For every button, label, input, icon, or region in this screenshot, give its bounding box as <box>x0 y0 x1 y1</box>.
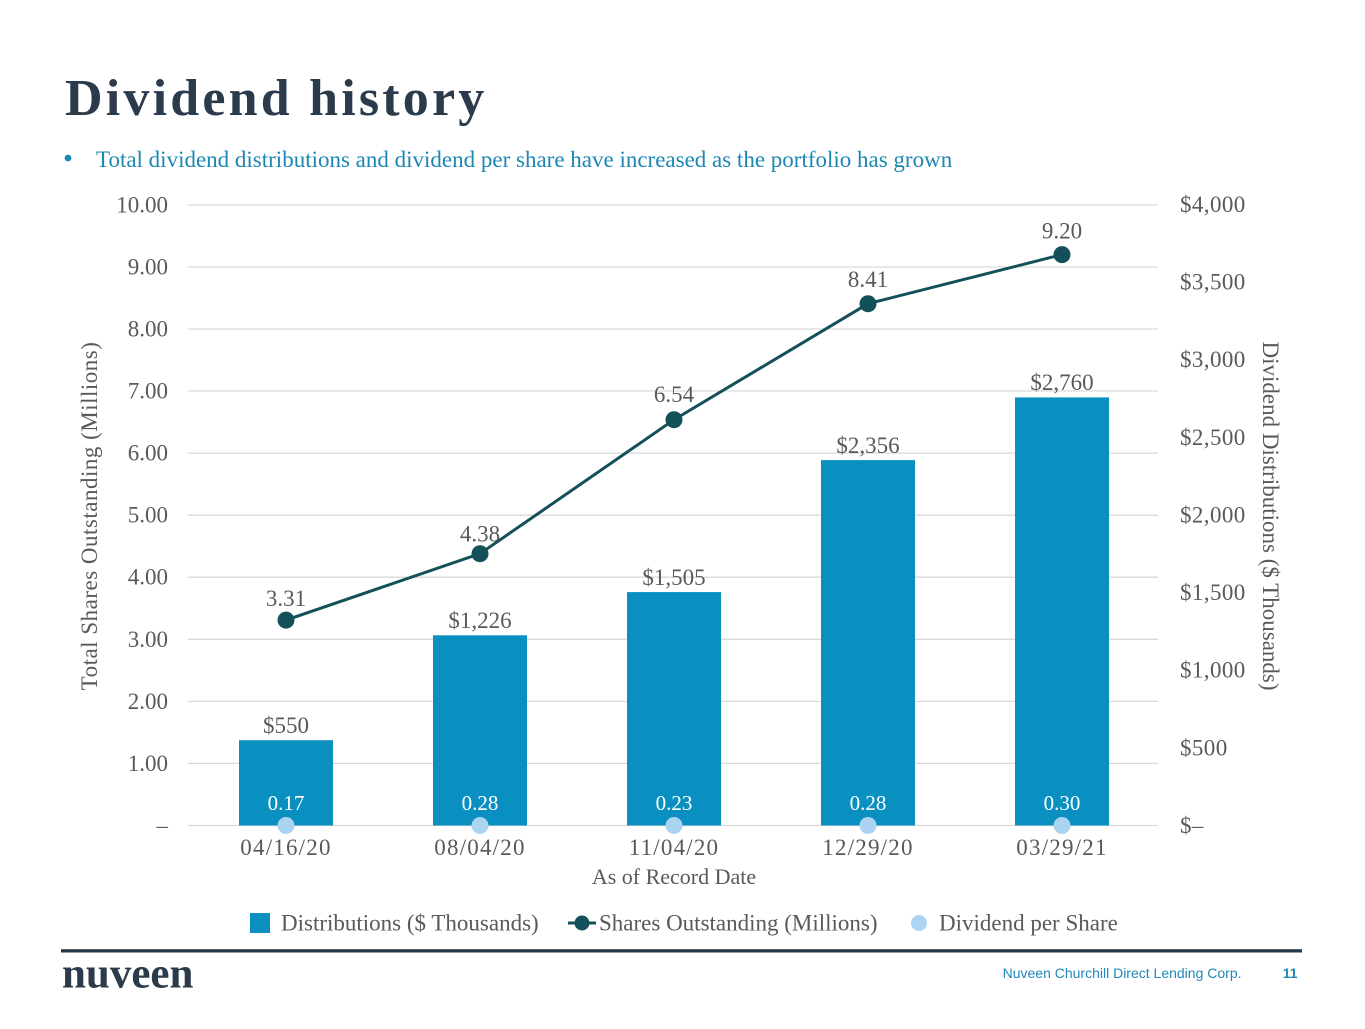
svg-text:nuveen: nuveen <box>62 951 194 998</box>
svg-text:$3,000: $3,000 <box>1180 347 1246 372</box>
svg-text:$550: $550 <box>263 713 309 738</box>
svg-text:2.00: 2.00 <box>128 689 168 714</box>
svg-text:9.20: 9.20 <box>1042 219 1082 244</box>
svg-text:0.23: 0.23 <box>656 791 693 815</box>
svg-text:$3,500: $3,500 <box>1180 270 1246 295</box>
svg-text:0.28: 0.28 <box>462 791 499 815</box>
svg-text:3.31: 3.31 <box>266 586 306 611</box>
svg-text:Nuveen Churchill Direct Lendin: Nuveen Churchill Direct Lending Corp. <box>1003 965 1242 981</box>
svg-text:1.00: 1.00 <box>128 751 168 776</box>
svg-text:7.00: 7.00 <box>128 379 168 404</box>
svg-text:0.30: 0.30 <box>1044 791 1081 815</box>
svg-text:Total Shares Outstanding (Mill: Total Shares Outstanding (Millions) <box>77 342 102 691</box>
svg-text:3.00: 3.00 <box>128 627 168 652</box>
svg-text:$2,760: $2,760 <box>1030 370 1093 395</box>
svg-text:08/04/20: 08/04/20 <box>434 835 525 860</box>
svg-text:$2,500: $2,500 <box>1180 425 1246 450</box>
svg-text:$1,500: $1,500 <box>1180 580 1246 605</box>
svg-text:9.00: 9.00 <box>128 255 168 280</box>
svg-text:10.00: 10.00 <box>116 193 168 218</box>
svg-text:11: 11 <box>1283 965 1298 981</box>
svg-text:Distributions ($ Thousands): Distributions ($ Thousands) <box>281 911 539 936</box>
svg-text:5.00: 5.00 <box>128 503 168 528</box>
svg-text:–: – <box>156 813 169 838</box>
svg-text:12/29/20: 12/29/20 <box>822 835 913 860</box>
svg-text:$2,000: $2,000 <box>1180 503 1246 528</box>
svg-text:Total dividend distributions a: Total dividend distributions and dividen… <box>96 147 953 172</box>
svg-text:8.00: 8.00 <box>128 317 168 342</box>
svg-text:4.00: 4.00 <box>128 565 168 590</box>
svg-text:$–: $– <box>1180 813 1204 838</box>
svg-text:$2,356: $2,356 <box>836 433 899 458</box>
svg-text:0.28: 0.28 <box>850 791 887 815</box>
svg-text:Dividend history: Dividend history <box>65 70 488 127</box>
svg-text:6.54: 6.54 <box>654 382 695 407</box>
svg-text:$4,000: $4,000 <box>1180 192 1246 217</box>
svg-text:$1,000: $1,000 <box>1180 658 1246 683</box>
svg-text:Dividend per Share: Dividend per Share <box>939 911 1118 936</box>
svg-text:11/04/20: 11/04/20 <box>629 835 720 860</box>
svg-text:Shares Outstanding (Millions): Shares Outstanding (Millions) <box>599 911 878 936</box>
svg-text:03/29/21: 03/29/21 <box>1016 835 1107 860</box>
svg-text:6.00: 6.00 <box>128 441 168 466</box>
svg-text:8.41: 8.41 <box>848 267 888 292</box>
svg-text:As of Record Date: As of Record Date <box>592 864 756 889</box>
svg-text:4.38: 4.38 <box>460 522 500 547</box>
svg-text:$1,505: $1,505 <box>642 565 705 590</box>
svg-text:04/16/20: 04/16/20 <box>240 835 331 860</box>
svg-text:$1,226: $1,226 <box>448 608 511 633</box>
svg-text:0.17: 0.17 <box>268 791 305 815</box>
svg-text:$500: $500 <box>1180 735 1228 760</box>
svg-text:Dividend Distributions ($ Thou: Dividend Distributions ($ Thousands) <box>1258 341 1283 690</box>
